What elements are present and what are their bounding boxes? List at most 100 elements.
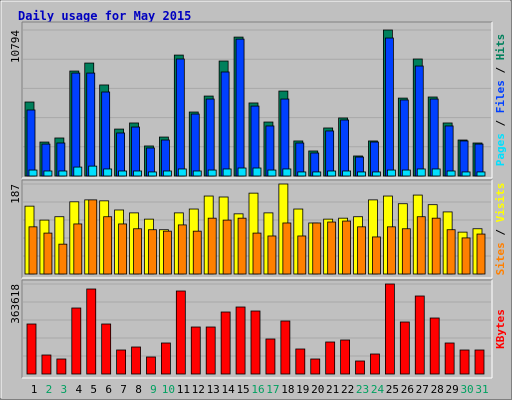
x-tick-label: 23 [356, 383, 369, 396]
bar [237, 167, 247, 177]
bar [175, 290, 186, 375]
bar [205, 326, 216, 375]
legend: KBytes [494, 309, 507, 349]
bar [177, 224, 187, 275]
legend-entry: Sites [494, 242, 507, 275]
bar [476, 171, 486, 177]
bar [58, 170, 68, 177]
x-tick-label: 7 [120, 383, 127, 396]
bar [116, 132, 125, 177]
bar [384, 283, 395, 375]
bar [461, 171, 471, 177]
bar [282, 222, 292, 275]
legend-separator: / [494, 222, 507, 242]
x-tick-label: 9 [150, 383, 157, 396]
x-tick-label: 30 [460, 383, 473, 396]
bar [444, 342, 455, 375]
bar [295, 348, 306, 375]
bar [86, 288, 97, 375]
bar [133, 170, 142, 177]
bar [414, 65, 424, 177]
x-tick-label: 14 [222, 383, 236, 396]
bar [429, 317, 440, 375]
x-tick-label: 21 [326, 383, 339, 396]
bar [431, 168, 441, 177]
bar [148, 229, 157, 275]
x-tick-label: 2 [46, 383, 53, 396]
bar [444, 125, 454, 177]
bar [459, 349, 470, 375]
bar [340, 339, 351, 375]
bar [86, 72, 96, 177]
x-tick-label: 20 [311, 383, 324, 396]
bar [192, 230, 202, 275]
legend-separator: / [494, 60, 507, 80]
bar [250, 105, 260, 177]
y-tick-label: 363618 [9, 284, 22, 324]
chart-title: Daily usage for May 2015 [18, 9, 191, 23]
x-tick-label: 11 [177, 383, 190, 396]
bar [399, 321, 410, 375]
legend-entry: Pages [494, 133, 507, 166]
bar [355, 360, 365, 375]
bar [267, 235, 277, 275]
x-tick-label: 24 [371, 383, 385, 396]
x-tick-label: 12 [192, 383, 205, 396]
bar [310, 358, 321, 375]
bar [414, 295, 425, 375]
bar [116, 349, 126, 375]
bar [71, 72, 81, 177]
bar [190, 326, 201, 375]
bar [265, 338, 276, 375]
x-tick-label: 17 [266, 383, 279, 396]
bar [476, 233, 486, 275]
legend-entry: Visits [494, 183, 507, 223]
bar [325, 341, 336, 375]
bar [312, 222, 322, 275]
bar [401, 169, 411, 177]
bar [26, 109, 36, 177]
bar [416, 216, 426, 275]
bar [446, 170, 456, 177]
x-tick-label: 1 [31, 383, 38, 396]
bar [370, 353, 380, 375]
bar [282, 168, 292, 177]
bar [207, 217, 217, 275]
x-tick-label: 25 [386, 383, 399, 396]
x-tick-label: 6 [105, 383, 112, 396]
bar [71, 307, 82, 375]
bar [175, 58, 185, 177]
legend: Sites / Visits [494, 183, 507, 276]
bar [386, 169, 396, 177]
legend-entry: Files [494, 80, 507, 113]
bar [41, 354, 52, 375]
bar [148, 171, 157, 177]
x-tick-label: 10 [162, 383, 175, 396]
bar [28, 169, 38, 177]
bar [28, 226, 38, 275]
legend-entry: Hits [494, 34, 507, 61]
x-tick-label: 22 [341, 383, 354, 396]
bar [252, 167, 262, 177]
bar [235, 306, 246, 375]
bar [88, 165, 98, 177]
x-tick-label: 8 [135, 383, 142, 396]
bar [190, 113, 200, 177]
bar [73, 166, 83, 177]
x-tick-label: 28 [431, 383, 444, 396]
bar [146, 356, 156, 375]
bar [43, 170, 53, 177]
bar [370, 141, 379, 177]
bar [192, 170, 202, 177]
bar [26, 323, 37, 375]
x-tick-label: 13 [207, 383, 220, 396]
x-tick-label: 29 [446, 383, 459, 396]
bar [237, 217, 247, 275]
bar [160, 342, 171, 375]
bar [131, 346, 141, 375]
bar [101, 91, 111, 177]
bar [327, 221, 337, 275]
bar [220, 311, 231, 375]
bar [340, 119, 350, 177]
bar [372, 236, 381, 275]
